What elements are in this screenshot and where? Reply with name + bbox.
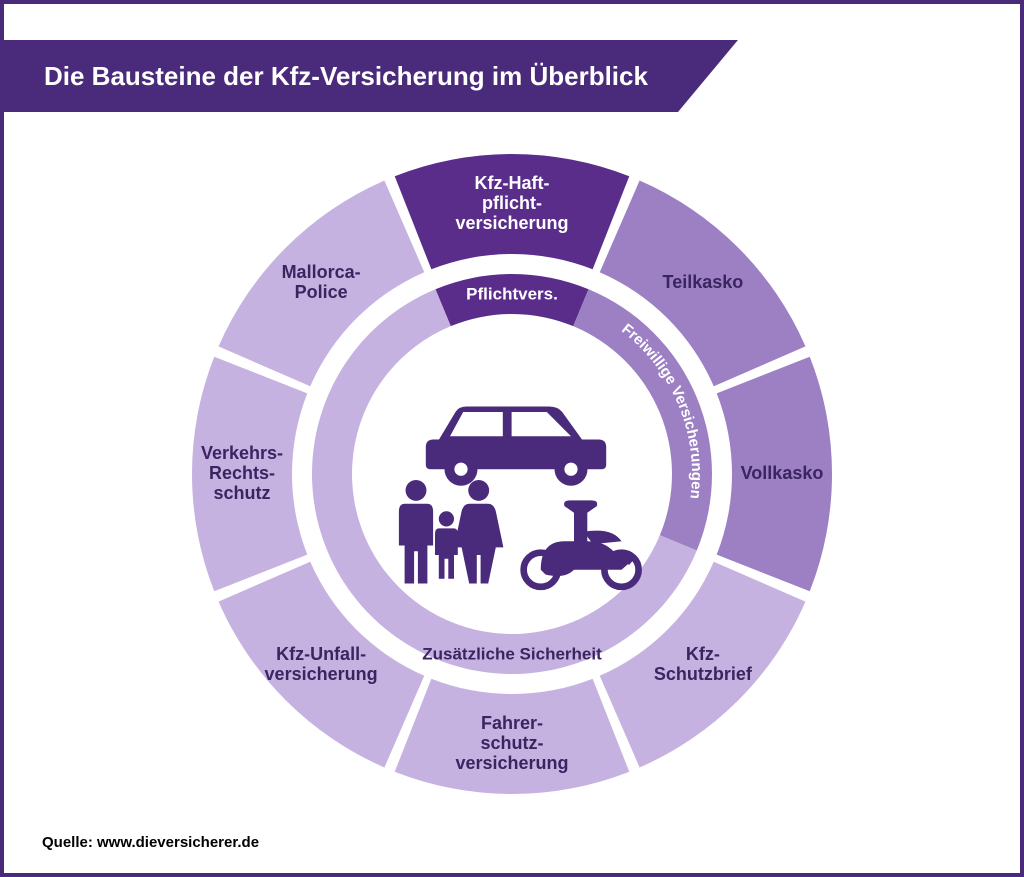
infographic-frame: Die Bausteine der Kfz-Versicherung im Üb… (0, 0, 1024, 877)
outer-label-vollkasko: Vollkasko (741, 463, 824, 483)
title-banner: Die Bausteine der Kfz-Versicherung im Üb… (0, 40, 738, 112)
outer-label-unfall: Kfz-Unfall-versicherung (265, 644, 378, 684)
inner-label-pflicht: Pflichtvers. (466, 284, 558, 303)
scooter-icon (524, 500, 639, 586)
page-title: Die Bausteine der Kfz-Versicherung im Üb… (44, 61, 648, 92)
source-line: Quelle: www.dieversicherer.de (42, 834, 259, 851)
car-icon (426, 407, 606, 486)
outer-label-teilkasko: Teilkasko (663, 272, 744, 292)
radial-chart: Kfz-Haft-pflicht-versicherungTeilkaskoVo… (172, 134, 852, 814)
inner-label-zusatz: Zusätzliche Sicherheit (422, 644, 602, 663)
family-icon (399, 480, 504, 584)
